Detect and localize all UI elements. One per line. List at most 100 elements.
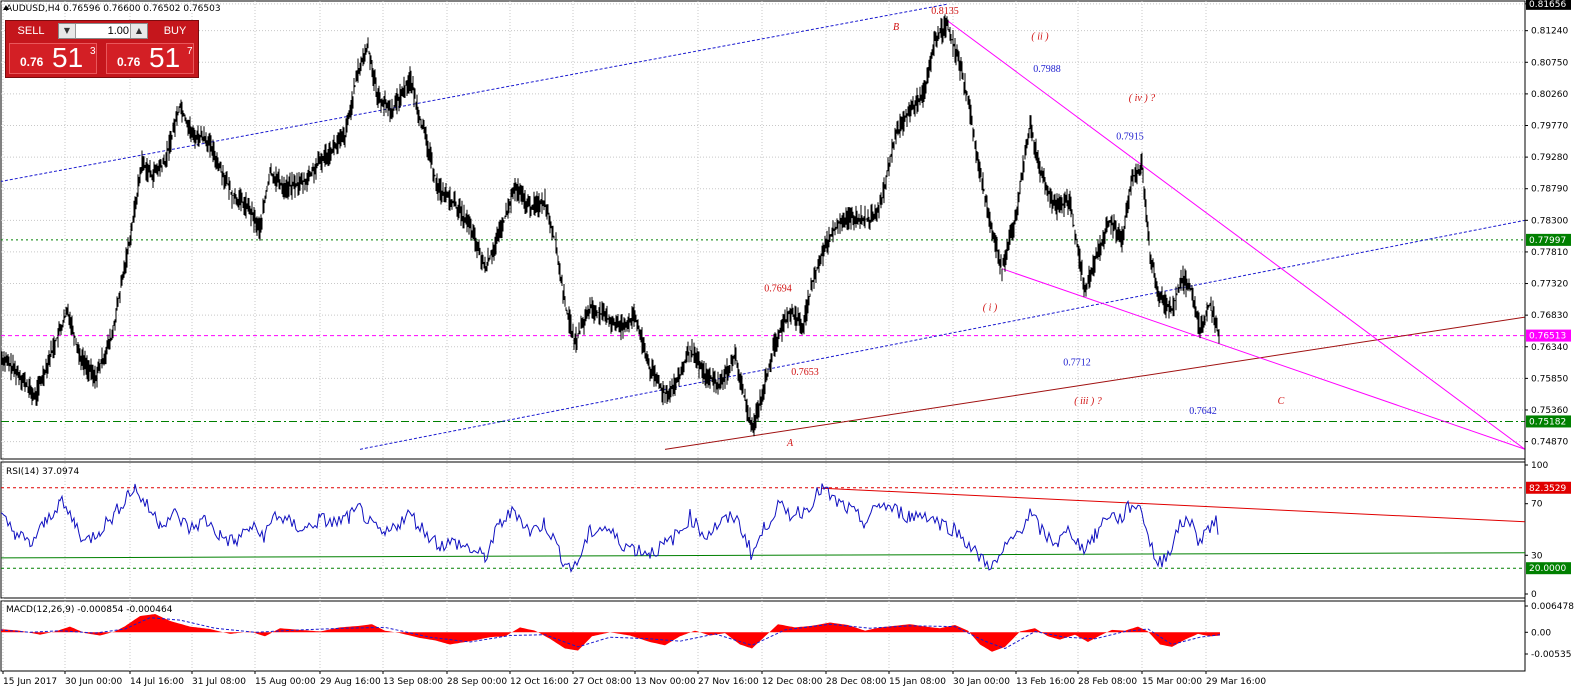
rsi-tick-label: 70: [1531, 500, 1543, 510]
wave-label: C: [1278, 396, 1285, 407]
wave-label: 0.7915: [1116, 132, 1144, 143]
one-click-trade-panel: SELL ▼ 1.00 ▲ BUY 0.76 51 3 0.76 51 7: [5, 20, 199, 78]
horizontal-levels: [1, 239, 1525, 422]
x-tick-label: 15 Jan 08:00: [889, 677, 946, 687]
x-tick-label: 30 Jan 00:00: [953, 677, 1010, 687]
price-series: [1, 14, 1220, 437]
wave-label: A: [786, 438, 794, 449]
sell-price-big: 51: [52, 42, 84, 73]
wave-label: 0.7642: [1189, 406, 1217, 417]
rsi-tick-label: 100: [1531, 461, 1548, 471]
wave-label: ( iii ) ?: [1074, 396, 1102, 407]
x-tick-label: 27 Oct 08:00: [573, 677, 632, 687]
wave-label: 0.7988: [1033, 64, 1061, 75]
level-tag: [1526, 233, 1571, 246]
lot-size-input[interactable]: ▼ 1.00 ▲: [58, 23, 148, 39]
x-tick-label: 27 Nov 16:00: [698, 677, 759, 687]
sell-price-prefix: 0.76: [20, 55, 44, 69]
y-tick-label: 0.75360: [1531, 406, 1568, 416]
macd-signal-line: [1, 617, 1221, 650]
wave-label: 0.8135: [931, 6, 959, 17]
y-tick-label: 0.79770: [1531, 121, 1568, 131]
buy-price-big: 51: [149, 42, 181, 73]
sell-button[interactable]: SELL: [17, 25, 45, 37]
x-tick-label: 28 Sep 00:00: [447, 677, 507, 687]
y-tick-label: 0.79280: [1531, 153, 1568, 163]
trendlines: [1, 3, 1525, 450]
macd-panel: MACD(12,26,9) -0.000854 -0.000464 0.00647…: [1, 602, 1574, 660]
rsi-plot: [1, 483, 1525, 573]
collapse-arrow-icon[interactable]: [3, 5, 9, 10]
x-tick-label: 15 Mar 00:00: [1142, 677, 1202, 687]
y-tick-label: 0.80750: [1531, 58, 1568, 68]
x-tick-label: 30 Jun 00:00: [65, 677, 122, 687]
rsi-line: [1, 483, 1219, 573]
wave-label: ( ii ): [1031, 32, 1049, 43]
x-tick-label: 29 Mar 16:00: [1206, 677, 1266, 687]
rsi-panel: RSI(14) 37.0974 100 70 30 0 82.3529 20.0000: [1, 461, 1571, 600]
price-bars: [1, 14, 1220, 437]
trendline: [359, 219, 1525, 450]
level-tag-label: 0.77997: [1529, 236, 1566, 246]
rsi-level-tag-label: 82.3529: [1529, 484, 1566, 494]
macd-histogram: [1, 614, 1220, 652]
price-axis: 0.81656 0.81240 0.80750 0.80260 0.79770 0.792…: [1524, 0, 1571, 671]
rsi-level-tag-label: 20.0000: [1529, 564, 1566, 574]
buy-price-box[interactable]: 0.76 51 7: [106, 42, 194, 74]
trendline: [1, 3, 948, 182]
macd-title: MACD(12,26,9) -0.000854 -0.000464: [6, 605, 173, 615]
rsi-tick-label: 30: [1531, 551, 1543, 561]
rsi-level-tag: [1526, 562, 1571, 575]
level-tag: [1526, 415, 1571, 428]
x-tick-label: 31 Jul 08:00: [192, 677, 246, 687]
time-axis: 15 Jun 2017 30 Jun 00:00 14 Jul 16:00 31 Ju…: [2, 671, 1266, 687]
level-tag-label: 0.75182: [1529, 417, 1566, 427]
level-tag: [1526, 329, 1571, 342]
sell-price-pip: 3: [90, 46, 96, 57]
rsi-title: RSI(14) 37.0974: [6, 467, 79, 477]
wave-label: ( iv ) ?: [1129, 93, 1155, 104]
y-tick-label: 0.77320: [1531, 280, 1568, 290]
x-tick-label: 13 Sep 08:00: [383, 677, 443, 687]
y-tick-label: 0.78790: [1531, 185, 1568, 195]
wave-label: 0.7712: [1063, 357, 1091, 368]
y-tick-label: 0.76340: [1531, 343, 1568, 353]
wave-label: ( i ): [983, 303, 998, 314]
y-tick-label: 0.76830: [1531, 311, 1568, 321]
y-tick-label: 0.81240: [1531, 27, 1568, 37]
y-tick-label: 0.80260: [1531, 90, 1568, 100]
sell-price-box[interactable]: 0.76 51 3: [9, 42, 97, 74]
buy-price-pip: 7: [187, 46, 193, 57]
x-tick-label: 12 Oct 16:00: [510, 677, 569, 687]
lot-size-value[interactable]: 1.00: [107, 25, 129, 37]
x-tick-label: 28 Feb 08:00: [1078, 677, 1137, 687]
lot-increase-icon[interactable]: ▲: [130, 24, 147, 38]
level-tag: [1526, 0, 1571, 10]
buy-price-prefix: 0.76: [117, 55, 141, 69]
macd-tick-label: -0.00535: [1531, 650, 1571, 660]
rsi-trendline: [821, 487, 1525, 523]
level-tag-label: 0.76513: [1529, 332, 1566, 342]
x-tick-label: 14 Jul 16:00: [130, 677, 184, 687]
x-tick-label: 15 Aug 00:00: [255, 677, 316, 687]
wave-label: B: [893, 22, 899, 33]
lot-decrease-icon[interactable]: ▼: [59, 24, 76, 38]
wave-label: 0.7653: [791, 367, 819, 378]
x-tick-label: 28 Dec 08:00: [826, 677, 887, 687]
level-tag-label: 0.81656: [1529, 0, 1566, 10]
wave-labels: 0.8135 B ( ii ) 0.7988 ( iv ) ? 0.7915 0.7694 (…: [764, 6, 1284, 449]
y-tick-label: 0.78300: [1531, 216, 1568, 226]
rsi-level-tag: [1526, 481, 1571, 494]
x-tick-label: 13 Feb 16:00: [1016, 677, 1075, 687]
macd-plot: [1, 614, 1221, 652]
rsi-tick-label: 0: [1531, 590, 1537, 600]
rsi-trendline: [1, 552, 1525, 559]
y-tick-label: 0.74870: [1531, 438, 1568, 448]
x-tick-label: 15 Jun 2017: [3, 677, 57, 687]
buy-button[interactable]: BUY: [163, 25, 187, 37]
trendline: [1001, 268, 1525, 450]
symbol-header: AUDUSD,H4 0.76596 0.76600 0.76502 0.7650…: [6, 4, 221, 14]
macd-tick-label: 0.00: [1531, 628, 1551, 638]
trendline: [946, 19, 1525, 450]
